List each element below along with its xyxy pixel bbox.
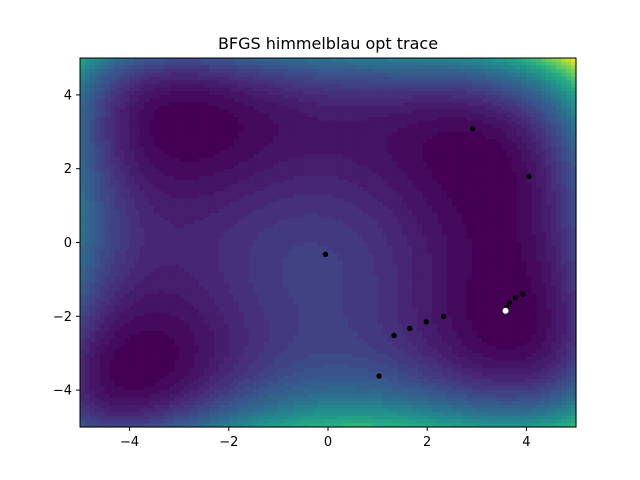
trace-point (440, 313, 447, 319)
trace-points (322, 126, 532, 379)
trace-point (407, 325, 413, 332)
plot-area (80, 58, 577, 428)
contour-surface (80, 58, 577, 428)
trace-point (470, 126, 476, 132)
axes: −4 −2 0 2 4 −4 −2 0 2 4 (53, 57, 577, 450)
y-tick-label: −2 (53, 310, 72, 325)
x-tick-label: −4 (120, 435, 139, 450)
trace-point (512, 295, 519, 301)
x-tick-label: 4 (522, 435, 530, 450)
y-tick-label: 2 (64, 162, 72, 177)
trace-point (526, 173, 532, 180)
y-tick-label: 4 (64, 88, 72, 103)
x-tick-label: −2 (219, 435, 238, 450)
y-tick-label: 0 (64, 236, 72, 251)
chart-title: BFGS himmelblau opt trace (218, 34, 438, 53)
x-tick-label: 2 (423, 435, 431, 450)
y-tick-label: −4 (53, 384, 72, 399)
trace-point (423, 319, 429, 325)
x-tick-label: 0 (324, 435, 332, 450)
final-point (502, 307, 510, 315)
trace-point (322, 251, 329, 258)
trace-point (520, 291, 526, 297)
trace-point (376, 373, 382, 379)
trace-point (506, 300, 513, 306)
trace-point (391, 332, 397, 339)
